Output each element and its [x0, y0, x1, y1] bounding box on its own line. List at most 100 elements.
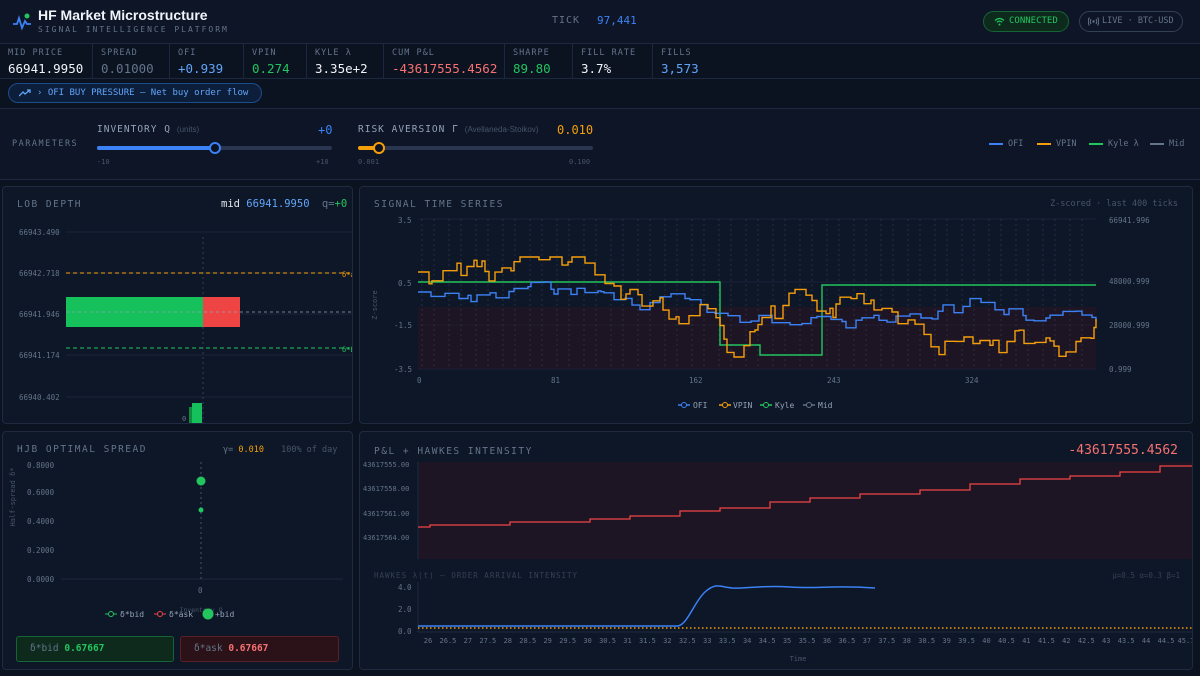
x-tick: 33.5 — [719, 637, 736, 645]
x-tick: 43.5 — [1118, 637, 1135, 645]
metric-spread: SPREAD 0.01000 — [93, 44, 170, 79]
x-tick: 30.5 — [599, 637, 616, 645]
metrics-bar: MID PRICE 66941.9950 SPREAD 0.01000 OFI … — [0, 44, 1200, 79]
x-tick: 32.5 — [679, 637, 696, 645]
risk-slider-handle[interactable] — [373, 142, 386, 154]
ofi-alert-pill[interactable]: › OFI BUY PRESSURE — Net buy order flow — [8, 83, 262, 103]
q-label: q= — [321, 198, 335, 210]
volume-bar — [192, 403, 202, 423]
x-tick: 27 — [464, 637, 472, 645]
alert-text: › OFI BUY PRESSURE — Net buy order flow — [37, 88, 249, 98]
trend-up-icon — [19, 89, 31, 97]
pnl-hawkes-panel: P&L + HAWKES INTENSITY -43617555.4562 43… — [359, 431, 1193, 670]
live-feed-badge[interactable]: LIVE · BTC-USD — [1079, 11, 1183, 32]
hjb-legend[interactable]: δ*bid δ*ask +bid — [105, 608, 234, 620]
pnl-step-line — [418, 465, 1192, 528]
gamma-value: 0.010 — [238, 445, 264, 455]
risk-min: 0.001 — [358, 158, 380, 166]
inventory-unit: (units) — [176, 125, 200, 134]
metric-value: 0.274 — [252, 61, 290, 76]
ask-spread-value: 0.67667 — [228, 643, 269, 654]
x-tick: 28 — [504, 637, 512, 645]
legend-swatch — [989, 142, 1003, 145]
hjb-chart: 0.8000 0.6000 0.4000 0.2000 0.0000 Half-… — [9, 461, 343, 620]
right-tick: 66941.996 — [1109, 216, 1150, 225]
metric-value: 3.35e+2 — [315, 61, 368, 76]
signal-legend[interactable]: OFI VPIN Kyle Mid — [678, 401, 833, 410]
y-tick: 4.0 — [398, 583, 412, 592]
y-tick: 0.0000 — [27, 575, 55, 584]
y-axis-label: Half-spread δ* — [9, 467, 17, 526]
kyle-series-line — [418, 281, 1096, 356]
mid-label: mid — [221, 198, 240, 210]
y-tick: 0.0 — [398, 627, 412, 636]
legend-ofi[interactable]: OFI — [989, 139, 1023, 149]
ask-ref-label: δ*a — [342, 271, 353, 279]
metric-fills: FILLS 3,573 — [653, 44, 723, 79]
metric-value: 66941.9950 — [8, 61, 84, 76]
connection-status-badge[interactable]: CONNECTED — [983, 11, 1069, 32]
x-tick: 40 — [982, 637, 990, 645]
price-tick: 66942.718 — [19, 269, 60, 278]
legend-kyle[interactable]: Kyle λ — [1089, 139, 1139, 149]
mid-value: 66941.9950 — [246, 198, 310, 210]
legend-label: OFI — [1008, 139, 1024, 149]
day-progress: 100% of day — [281, 445, 338, 455]
pulse-logo-icon — [13, 13, 31, 31]
x-tick: 38 — [903, 637, 911, 645]
price-tick: 66943.490 — [19, 228, 60, 237]
legend-marker — [202, 608, 214, 620]
y-tick: 43617558.00 — [363, 485, 409, 493]
legend-label: Kyle — [775, 401, 794, 410]
y-tick: 2.0 — [398, 605, 412, 614]
legend-marker — [722, 402, 728, 408]
metric-value: -43617555.4562 — [392, 61, 498, 76]
legend-marker — [108, 611, 114, 617]
hjb-optimal-spread-panel: HJB OPTIMAL SPREAD γ= 0.010 100% of day … — [2, 431, 353, 670]
x-tick: 81 — [551, 376, 560, 385]
y-tick: 0.4000 — [27, 517, 55, 526]
x-tick: 44.5 — [1158, 637, 1175, 645]
y-tick: 43617555.00 — [363, 461, 409, 469]
legend-label: Mid — [818, 401, 833, 410]
metric-label: FILLS — [661, 48, 692, 58]
ask-spread-point — [198, 507, 204, 513]
x-tick: 31 — [623, 637, 631, 645]
legend-mid[interactable]: Mid — [1150, 139, 1184, 149]
app-subtitle: SIGNAL INTELLIGENCE PLATFORM — [38, 25, 229, 34]
x-tick: 40.5 — [998, 637, 1015, 645]
right-tick: 28000.999 — [1109, 321, 1150, 330]
y-tick: 3.5 — [398, 216, 412, 225]
x-tick: 36.5 — [838, 637, 855, 645]
bid-spread-point — [196, 476, 206, 486]
legend-vpin[interactable]: VPIN — [1037, 139, 1076, 149]
inventory-max: +10 — [316, 158, 329, 166]
x-tick: 39.5 — [958, 637, 975, 645]
time-axis-ticks: 26 26.5 27 27.5 28 28.5 29 29.5 30 30.5 31 31.5 32 32… — [424, 637, 1193, 645]
inventory-slider-handle[interactable] — [208, 142, 221, 154]
legend-marker — [806, 402, 812, 408]
x-tick: 162 — [689, 376, 703, 385]
legend-label: OFI — [693, 401, 708, 410]
hawkes-params: μ=0.5 α=0.3 β=1 — [1112, 571, 1180, 580]
legend-marker — [681, 402, 687, 408]
x-axis-label: Inventory Q — [179, 606, 222, 614]
metric-ofi: OFI +0.939 — [170, 44, 244, 79]
x-tick: 37.5 — [878, 637, 895, 645]
risk-slider-title: RISK AVERSION Γ (Avellaneda-Stoikov) — [358, 124, 538, 135]
x-tick: 32 — [663, 637, 671, 645]
lob-depth-chart: 66943.490 66942.718 66941.946 66941.174 … — [19, 228, 353, 423]
x-tick: 29.5 — [559, 637, 576, 645]
x-tick: 28.5 — [519, 637, 536, 645]
inventory-title: INVENTORY Q — [97, 124, 171, 135]
x-tick: 45.7 — [1178, 637, 1193, 645]
gamma-label: γ= — [223, 445, 234, 455]
ask-spread-box: δ*ask 0.67667 — [180, 636, 339, 662]
risk-max: 0.100 — [569, 158, 591, 166]
risk-aversion-slider[interactable] — [358, 146, 593, 150]
ofi-series-line — [418, 281, 1097, 329]
legend-swatch — [1089, 142, 1103, 145]
y-tick: 0.6000 — [27, 488, 55, 497]
y-tick: 43617561.00 — [363, 510, 409, 518]
app-title: HF Market Microstructure — [38, 7, 208, 23]
